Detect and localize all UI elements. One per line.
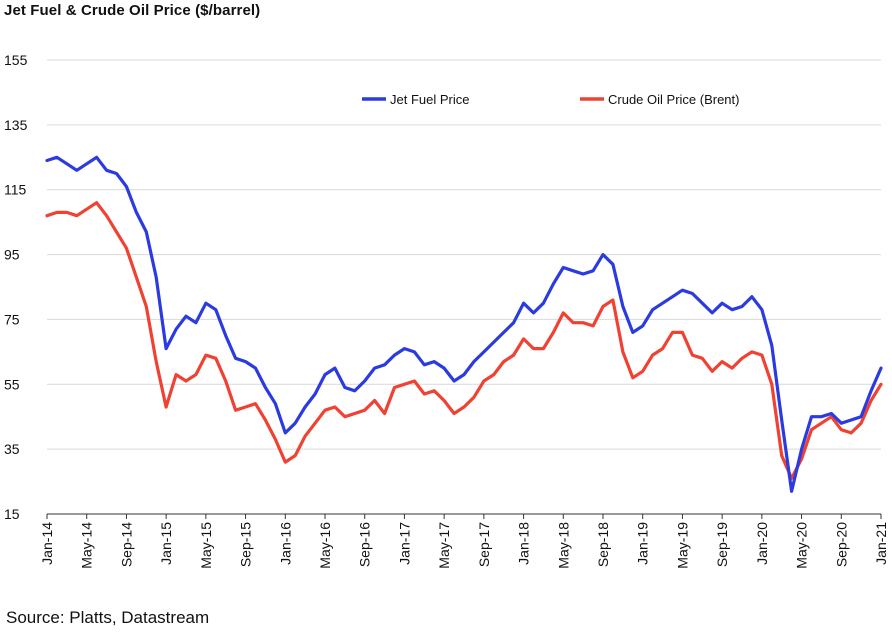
x-tick-label: Sep-18 bbox=[595, 522, 611, 567]
x-tick-label: May-15 bbox=[198, 522, 214, 569]
x-tick-label: May-16 bbox=[317, 522, 333, 569]
x-tick-label: Jan-20 bbox=[754, 522, 770, 565]
y-axis-ticks: 15 35 55 75 95 115 135 155 bbox=[4, 52, 28, 522]
x-tick-label: Sep-15 bbox=[238, 522, 254, 567]
x-tick-label: May-20 bbox=[794, 522, 810, 569]
y-tick-label: 95 bbox=[4, 247, 20, 263]
x-tick-label: May-14 bbox=[79, 522, 95, 569]
x-tick-label: Jan-18 bbox=[516, 522, 532, 565]
source-note: Source: Platts, Datastream bbox=[6, 608, 210, 627]
x-tick-label: Sep-20 bbox=[833, 522, 849, 567]
x-tick-label: May-19 bbox=[674, 522, 690, 569]
x-tick-label: Jan-21 bbox=[873, 522, 889, 565]
x-tick-label: Sep-19 bbox=[714, 522, 730, 567]
jet-fuel-line bbox=[45, 155, 883, 493]
y-tick-label: 75 bbox=[4, 311, 20, 327]
y-tick-label: 135 bbox=[4, 117, 28, 133]
y-tick-label: 155 bbox=[4, 52, 28, 68]
grid-lines bbox=[47, 59, 881, 515]
x-tick-label: Jan-19 bbox=[635, 522, 651, 565]
y-tick-label: 115 bbox=[4, 182, 27, 198]
x-tick-label: Jan-17 bbox=[396, 522, 412, 565]
y-tick-label: 15 bbox=[4, 506, 20, 522]
y-tick-label: 35 bbox=[4, 441, 20, 457]
x-tick-label: Sep-17 bbox=[476, 522, 492, 567]
x-tick-label: Jan-14 bbox=[39, 522, 55, 565]
legend: Jet Fuel Price Crude Oil Price (Brent) bbox=[362, 92, 739, 107]
x-axis-ticks: Jan-14 May-14 Sep-14 Jan-15 May-15 Sep-15 Jan-… bbox=[39, 514, 889, 569]
x-tick-label: Sep-14 bbox=[118, 522, 134, 567]
y-tick-label: 55 bbox=[4, 376, 20, 392]
x-tick-label: Jan-15 bbox=[158, 522, 174, 565]
x-tick-label: Jan-16 bbox=[277, 522, 293, 565]
x-tick-label: Sep-16 bbox=[357, 522, 373, 567]
series-lines bbox=[45, 155, 883, 493]
legend-label-crude-oil: Crude Oil Price (Brent) bbox=[608, 92, 739, 107]
x-tick-label: May-18 bbox=[555, 522, 571, 569]
x-tick-label: May-17 bbox=[436, 522, 452, 569]
chart-title: Jet Fuel & Crude Oil Price ($/barrel) bbox=[4, 2, 261, 19]
legend-label-jet-fuel: Jet Fuel Price bbox=[390, 92, 469, 107]
crude-oil-line bbox=[45, 201, 883, 480]
